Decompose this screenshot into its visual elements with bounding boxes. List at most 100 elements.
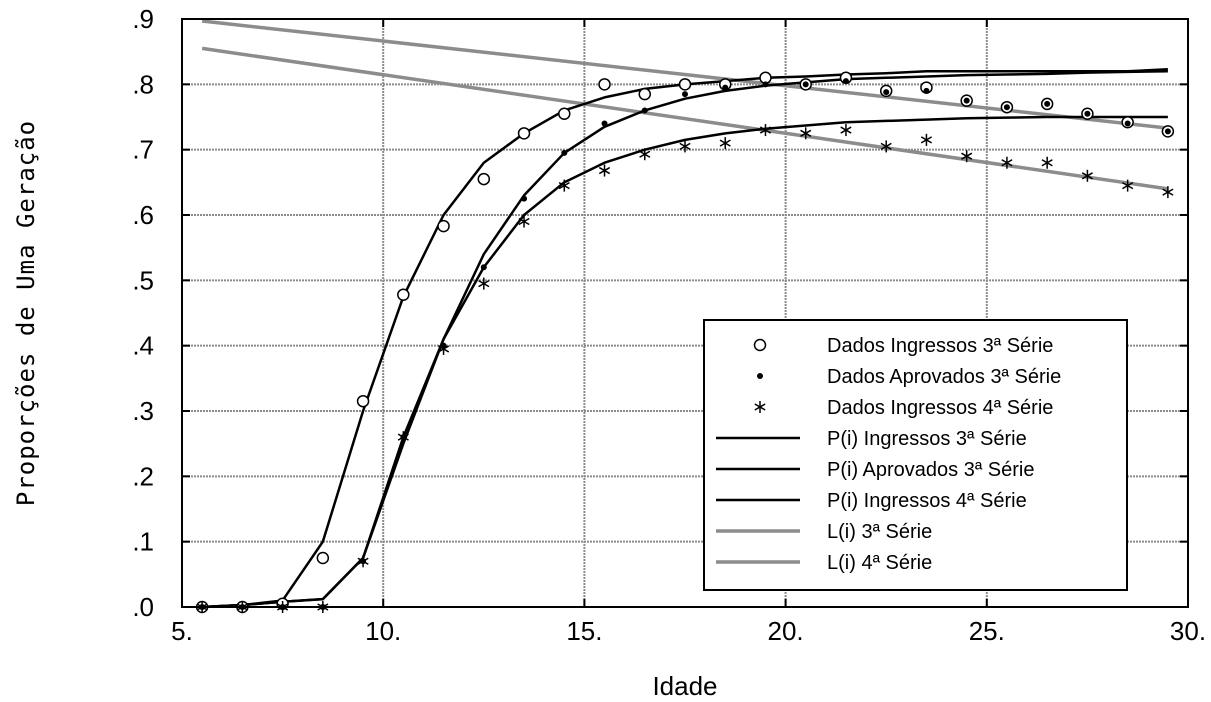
data-point-2 (883, 89, 890, 96)
asterisk-stroke (1081, 172, 1093, 180)
asterisk-stroke (719, 139, 731, 147)
asterisk-stroke (880, 142, 892, 151)
y-tick-label: .2 (132, 461, 154, 491)
legend-swatch (753, 338, 767, 352)
asterisk-stroke (437, 345, 450, 353)
data-point-3 (719, 137, 731, 150)
data-point-3 (437, 342, 450, 355)
asterisk-stroke (397, 433, 409, 441)
legend-label: P(i) Ingressos 3ª Série (827, 428, 1027, 450)
data-point-1 (638, 87, 652, 101)
x-tick-label: 25. (969, 616, 1005, 646)
legend-label: L(i) 4ª Série (827, 552, 932, 574)
data-point-3 (1122, 179, 1134, 192)
x-tick-label: 20. (768, 616, 804, 646)
y-tick-label: .6 (132, 200, 154, 230)
data-point-3 (840, 124, 852, 137)
data-point-3 (1162, 186, 1174, 199)
data-point-3 (961, 150, 973, 163)
x-tick-label: 5. (171, 616, 193, 646)
y-axis-title: Proporções de Uma Geração (12, 120, 40, 506)
data-point-2 (521, 195, 528, 202)
trend-lines (201, 19, 1169, 191)
data-point-2 (1044, 100, 1051, 107)
asterisk-stroke (800, 129, 812, 137)
data-point-3 (1041, 156, 1053, 169)
asterisk-stroke (478, 279, 490, 288)
data-point-3 (800, 127, 812, 140)
data-point-1 (397, 288, 410, 301)
axis-ticks: 5. 10. 15. 20. 25. 30. .0 .1 .2 .3 .4 .5 .6 .7 .8 .9 (132, 4, 1206, 646)
data-point-2 (802, 81, 809, 88)
data-point-2 (923, 87, 930, 94)
legend-swatch (754, 401, 766, 413)
legend-label: L(i) 3ª Série (827, 521, 932, 543)
data-point-2 (1003, 104, 1010, 111)
data-point-1 (477, 172, 491, 186)
x-axis-title: Idade (652, 671, 717, 701)
x-tick-label: 15. (566, 616, 602, 646)
data-point-2 (601, 120, 608, 127)
data-point-3 (357, 555, 369, 568)
x-tick-label: 30. (1170, 616, 1206, 646)
data-point-3 (1081, 169, 1093, 182)
data-point-3 (880, 140, 892, 153)
legend-label: P(i) Ingressos 4ª Série (827, 490, 1027, 512)
data-point-1 (316, 551, 330, 565)
y-tick-label: .1 (132, 527, 154, 557)
data-point-1 (558, 107, 571, 120)
legend-box (703, 319, 1128, 591)
data-point-1 (517, 127, 531, 140)
data-point-2 (561, 149, 568, 156)
asterisk-stroke (518, 217, 530, 226)
data-point-3 (518, 215, 530, 228)
data-point-1 (437, 219, 450, 233)
legend-label: Dados Aprovados 3ª Série (827, 366, 1061, 388)
data-point-2 (480, 264, 487, 271)
data-point-3 (759, 124, 772, 137)
data-point-1 (356, 394, 370, 408)
data-point-2 (1084, 110, 1091, 117)
data-point-1 (678, 78, 692, 91)
data-point-3 (598, 164, 611, 177)
y-tick-label: .4 (132, 331, 154, 361)
y-tick-label: .7 (132, 135, 154, 165)
asterisk-stroke (598, 166, 611, 175)
data-point-3 (679, 140, 691, 153)
asterisk-stroke (639, 150, 651, 158)
y-tick-label: .5 (132, 265, 154, 295)
asterisk-stroke (759, 126, 772, 134)
asterisk-stroke (920, 136, 933, 144)
asterisk-stroke (754, 403, 766, 411)
data-point-2 (641, 107, 648, 114)
data-point-1 (598, 78, 611, 91)
x-tick-label: 10. (365, 616, 401, 646)
data-point-2 (682, 91, 688, 98)
data-point-3 (397, 431, 409, 444)
data-markers (195, 71, 1175, 614)
y-tick-label: .3 (132, 396, 154, 426)
asterisk-stroke (1041, 159, 1053, 167)
asterisk-stroke (961, 152, 973, 160)
data-point-2 (722, 84, 729, 91)
asterisk-stroke (1122, 181, 1134, 190)
asterisk-stroke (558, 181, 570, 190)
asterisk-stroke (1001, 159, 1013, 167)
plot-frame (181, 18, 1189, 608)
data-point-3 (558, 179, 570, 192)
data-point-2 (1124, 120, 1131, 127)
data-point-2 (842, 78, 849, 85)
y-tick-label: .8 (132, 69, 154, 99)
data-point-2 (1164, 128, 1171, 135)
legend-label: Dados Ingressos 3ª Série (827, 335, 1053, 357)
data-point-3 (920, 133, 933, 146)
data-point-2 (762, 81, 769, 88)
data-point-3 (639, 148, 651, 161)
asterisk-stroke (679, 142, 691, 151)
data-point-2 (963, 97, 970, 104)
asterisk-stroke (1162, 188, 1174, 196)
y-tick-label: .9 (132, 4, 154, 34)
data-point-3 (478, 277, 490, 290)
asterisk-stroke (840, 126, 852, 134)
